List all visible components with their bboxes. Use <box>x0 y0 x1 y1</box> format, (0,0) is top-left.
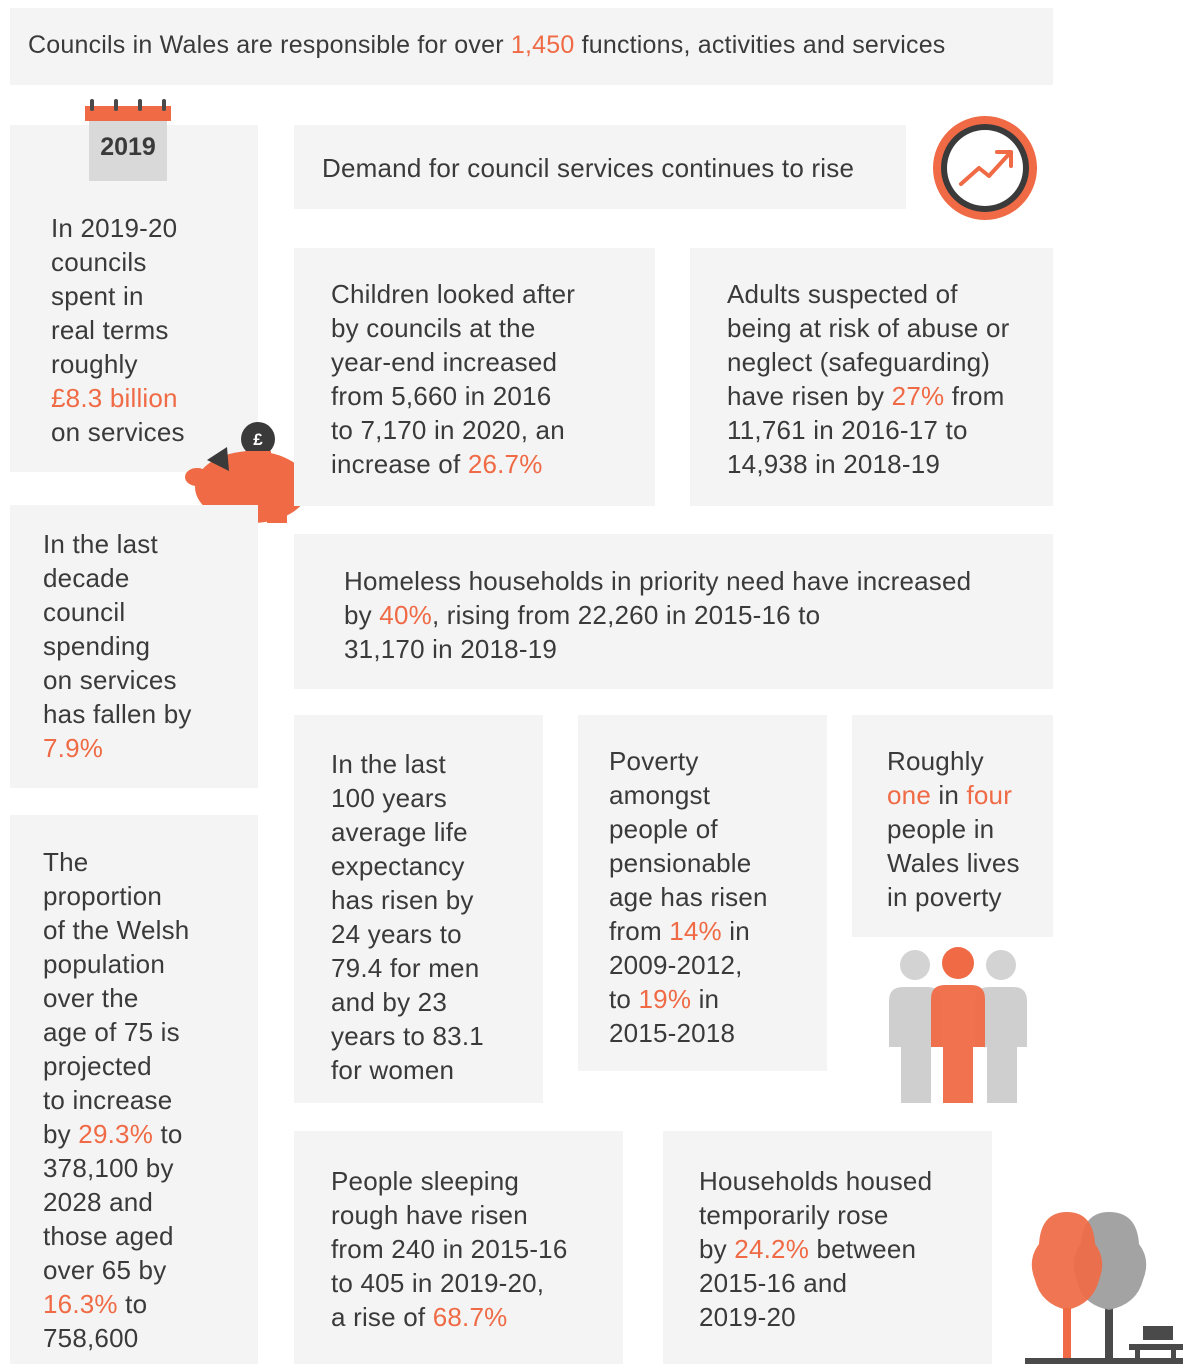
temporary-housing-card <box>663 1131 992 1364</box>
life-expectancy-text: In the last 100 years average life expec… <box>331 749 484 1085</box>
adults-text: Adults suspected of being at risk of abu… <box>727 279 1010 479</box>
adults-card <box>690 248 1053 506</box>
homeless-card <box>294 534 1053 689</box>
banner-text: Councils in Wales are responsible for ov… <box>28 31 946 59</box>
calendar-icon: 2019 <box>85 99 171 181</box>
children-card <box>294 248 655 506</box>
pension-poverty-card <box>578 715 827 1071</box>
demand-card: Demand for council services continues to… <box>294 125 906 209</box>
rough-sleeping-text: People sleeping rough have risen from 24… <box>331 1166 568 1332</box>
temporary-housing-text: Households housed temporarily rose by 24… <box>699 1166 933 1332</box>
wales-poverty-card <box>852 715 1053 937</box>
people-icon <box>889 947 1027 1103</box>
children-text: Children looked after by councils at the… <box>331 279 576 479</box>
decade-card <box>10 505 258 788</box>
rough-sleeping-card <box>294 1131 623 1364</box>
header-banner: Councils in Wales are responsible for ov… <box>10 8 1053 85</box>
pension-poverty-text: Poverty amongst people of pensionable ag… <box>609 746 768 1048</box>
population-card <box>10 815 258 1364</box>
wales-poverty-text: Roughly one in four people in Wales live… <box>887 746 1020 912</box>
demand-title: Demand for council services continues to… <box>322 153 855 183</box>
population-text: The proportion of the Welsh population o… <box>43 847 190 1353</box>
life-expectancy-card <box>294 715 543 1103</box>
spending-text: In 2019-20 councils spent in real terms … <box>51 213 185 447</box>
trend-up-icon <box>933 116 1037 220</box>
calendar-year: 2019 <box>100 133 156 161</box>
homeless-text: Homeless households in priority need hav… <box>344 566 972 664</box>
spending-card <box>10 125 258 472</box>
trees-bench-icon <box>1025 1212 1183 1364</box>
piggy-coin-symbol: £ <box>253 430 263 449</box>
decade-text: In the last decade council spending on s… <box>43 529 192 763</box>
